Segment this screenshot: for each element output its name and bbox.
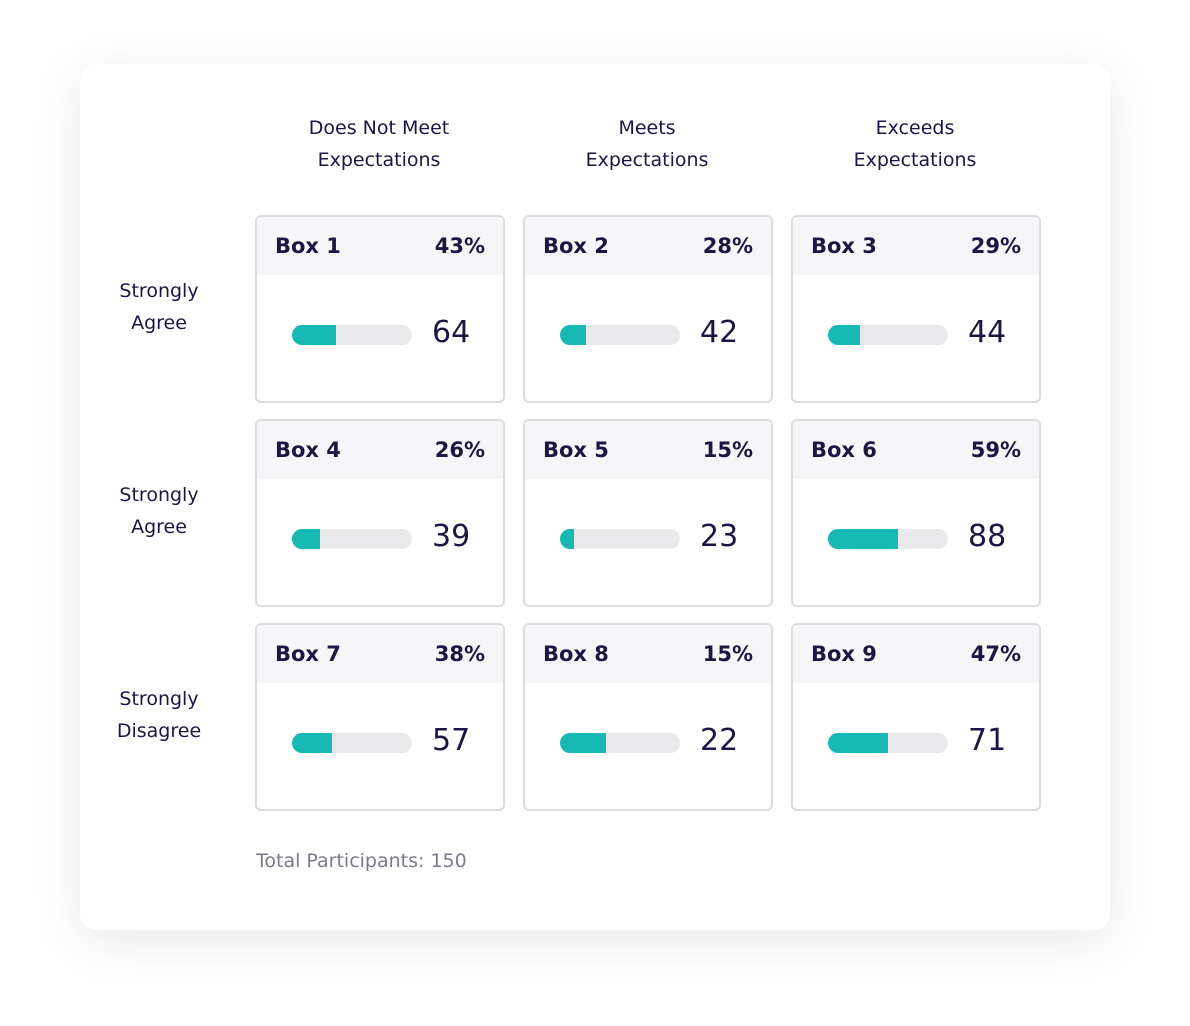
box-body: 71 (793, 683, 1039, 809)
box-count: 71 (968, 723, 1007, 758)
box-header: Box 4 26% (257, 421, 503, 479)
progress-fill (560, 325, 587, 345)
box-body: 57 (257, 683, 503, 809)
box-body: 39 (257, 479, 503, 605)
row-header: Strongly Agree (119, 280, 199, 334)
box-count: 64 (432, 315, 471, 350)
total-participants: Total Participants: 150 (256, 850, 467, 872)
box-count: 88 (968, 519, 1007, 554)
progress-fill (560, 733, 606, 753)
progress-fill (828, 733, 888, 753)
box-body: 88 (793, 479, 1039, 605)
box-count: 44 (968, 315, 1007, 350)
box-label: Box 4 (275, 438, 341, 462)
box-count: 42 (700, 315, 739, 350)
progress-bar (292, 325, 412, 345)
box-cell[interactable]: Box 5 15% 23 (523, 419, 773, 607)
box-cell[interactable]: Box 7 38% 57 (255, 623, 505, 811)
box-label: Box 9 (811, 642, 877, 666)
progress-bar (560, 733, 680, 753)
progress-bar (560, 529, 680, 549)
progress-bar (292, 529, 412, 549)
progress-fill (828, 325, 861, 345)
box-count: 22 (700, 723, 739, 758)
box-header: Box 9 47% (793, 625, 1039, 683)
box-label: Box 2 (543, 234, 609, 258)
box-percent: 15% (702, 642, 753, 666)
box-cell[interactable]: Box 4 26% 39 (255, 419, 505, 607)
progress-fill (560, 529, 575, 549)
box-percent: 15% (702, 438, 753, 462)
box-header: Box 6 59% (793, 421, 1039, 479)
box-header: Box 5 15% (525, 421, 771, 479)
progress-bar (828, 733, 948, 753)
box-label: Box 8 (543, 642, 609, 666)
box-percent: 47% (970, 642, 1021, 666)
column-header: Meets Expectations (585, 117, 709, 171)
box-percent: 29% (970, 234, 1021, 258)
box-body: 44 (793, 275, 1039, 401)
box-header: Box 3 29% (793, 217, 1039, 275)
box-header: Box 7 38% (257, 625, 503, 683)
progress-fill (292, 733, 332, 753)
box-label: Box 7 (275, 642, 341, 666)
box-label: Box 6 (811, 438, 877, 462)
box-percent: 38% (434, 642, 485, 666)
column-header: Does Not Meet Expectations (308, 117, 450, 171)
progress-fill (828, 529, 898, 549)
box-header: Box 1 43% (257, 217, 503, 275)
progress-bar (828, 325, 948, 345)
progress-fill (292, 529, 320, 549)
box-percent: 26% (434, 438, 485, 462)
box-cell[interactable]: Box 3 29% 44 (791, 215, 1041, 403)
box-label: Box 3 (811, 234, 877, 258)
box-cell[interactable]: Box 1 43% 64 (255, 215, 505, 403)
box-body: 23 (525, 479, 771, 605)
box-percent: 59% (970, 438, 1021, 462)
row-header: Strongly Disagree (116, 688, 202, 742)
progress-bar (292, 733, 412, 753)
progress-bar (560, 325, 680, 345)
box-header: Box 8 15% (525, 625, 771, 683)
box-cell[interactable]: Box 8 15% 22 (523, 623, 773, 811)
box-header: Box 2 28% (525, 217, 771, 275)
box-cell[interactable]: Box 6 59% 88 (791, 419, 1041, 607)
box-count: 57 (432, 723, 471, 758)
box-body: 64 (257, 275, 503, 401)
box-body: 42 (525, 275, 771, 401)
progress-bar (828, 529, 948, 549)
box-count: 23 (700, 519, 739, 554)
box-cell[interactable]: Box 9 47% 71 (791, 623, 1041, 811)
column-header: Exceeds Expectations (853, 117, 977, 171)
row-header: Strongly Agree (119, 484, 199, 538)
box-body: 22 (525, 683, 771, 809)
box-cell[interactable]: Box 2 28% 42 (523, 215, 773, 403)
box-percent: 43% (434, 234, 485, 258)
box-label: Box 5 (543, 438, 609, 462)
box-label: Box 1 (275, 234, 341, 258)
box-percent: 28% (702, 234, 753, 258)
box-count: 39 (432, 519, 471, 554)
progress-fill (292, 325, 337, 345)
